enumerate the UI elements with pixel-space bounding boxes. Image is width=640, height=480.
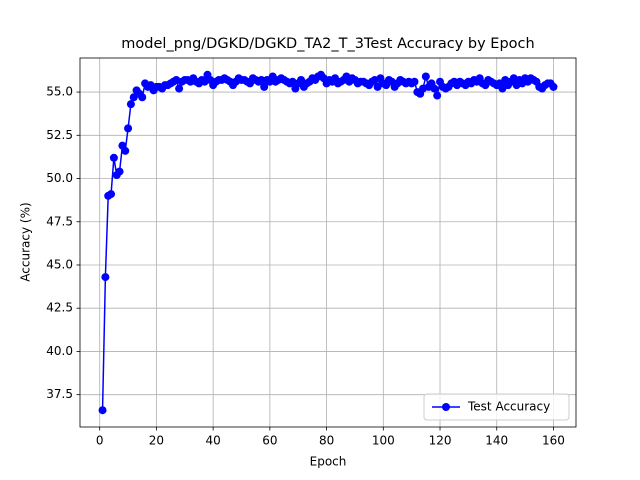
y-tick-label: 45.0 bbox=[46, 257, 73, 271]
data-point bbox=[121, 146, 130, 155]
data-point bbox=[98, 406, 107, 415]
data-point bbox=[430, 84, 439, 93]
data-point bbox=[124, 124, 133, 133]
x-tick-label: 20 bbox=[149, 434, 164, 448]
data-point bbox=[421, 72, 430, 81]
y-tick-label: 47.5 bbox=[46, 214, 73, 228]
x-tick-label: 120 bbox=[429, 434, 452, 448]
x-axis-label: Epoch bbox=[310, 455, 347, 469]
data-point bbox=[410, 77, 419, 86]
x-tick-label: 0 bbox=[96, 434, 104, 448]
data-point bbox=[126, 100, 135, 109]
x-tick-label: 140 bbox=[485, 434, 508, 448]
data-point bbox=[257, 75, 266, 84]
chart-title: model_png/DGKD/DGKD_TA2_T_3Test Accuracy… bbox=[121, 36, 534, 52]
data-point bbox=[109, 153, 118, 162]
series-line bbox=[101, 73, 555, 411]
data-point bbox=[433, 91, 442, 100]
data-point bbox=[175, 84, 184, 93]
y-tick-label: 42.5 bbox=[46, 301, 73, 315]
x-tick-label: 100 bbox=[372, 434, 395, 448]
y-tick-label: 52.5 bbox=[46, 128, 73, 142]
data-point bbox=[260, 82, 269, 91]
x-tick-label: 40 bbox=[206, 434, 221, 448]
data-point bbox=[107, 190, 116, 199]
legend-marker bbox=[442, 403, 450, 411]
x-tick-label: 160 bbox=[542, 434, 565, 448]
legend-label: Test Accuracy bbox=[467, 400, 550, 414]
y-tick-label: 37.5 bbox=[46, 387, 73, 401]
plot-frame bbox=[79, 57, 577, 428]
y-axis-label: Accuracy (%) bbox=[19, 202, 33, 281]
data-point bbox=[101, 273, 110, 282]
y-tick-label: 40.0 bbox=[46, 344, 73, 358]
legend-box bbox=[423, 393, 570, 421]
x-tick-label: 60 bbox=[262, 434, 277, 448]
data-point bbox=[549, 82, 558, 91]
data-point bbox=[138, 93, 147, 102]
y-tick-label: 50.0 bbox=[46, 171, 73, 185]
y-tick-label: 55.0 bbox=[46, 85, 73, 99]
data-point bbox=[115, 167, 124, 176]
x-tick-label: 80 bbox=[319, 434, 334, 448]
